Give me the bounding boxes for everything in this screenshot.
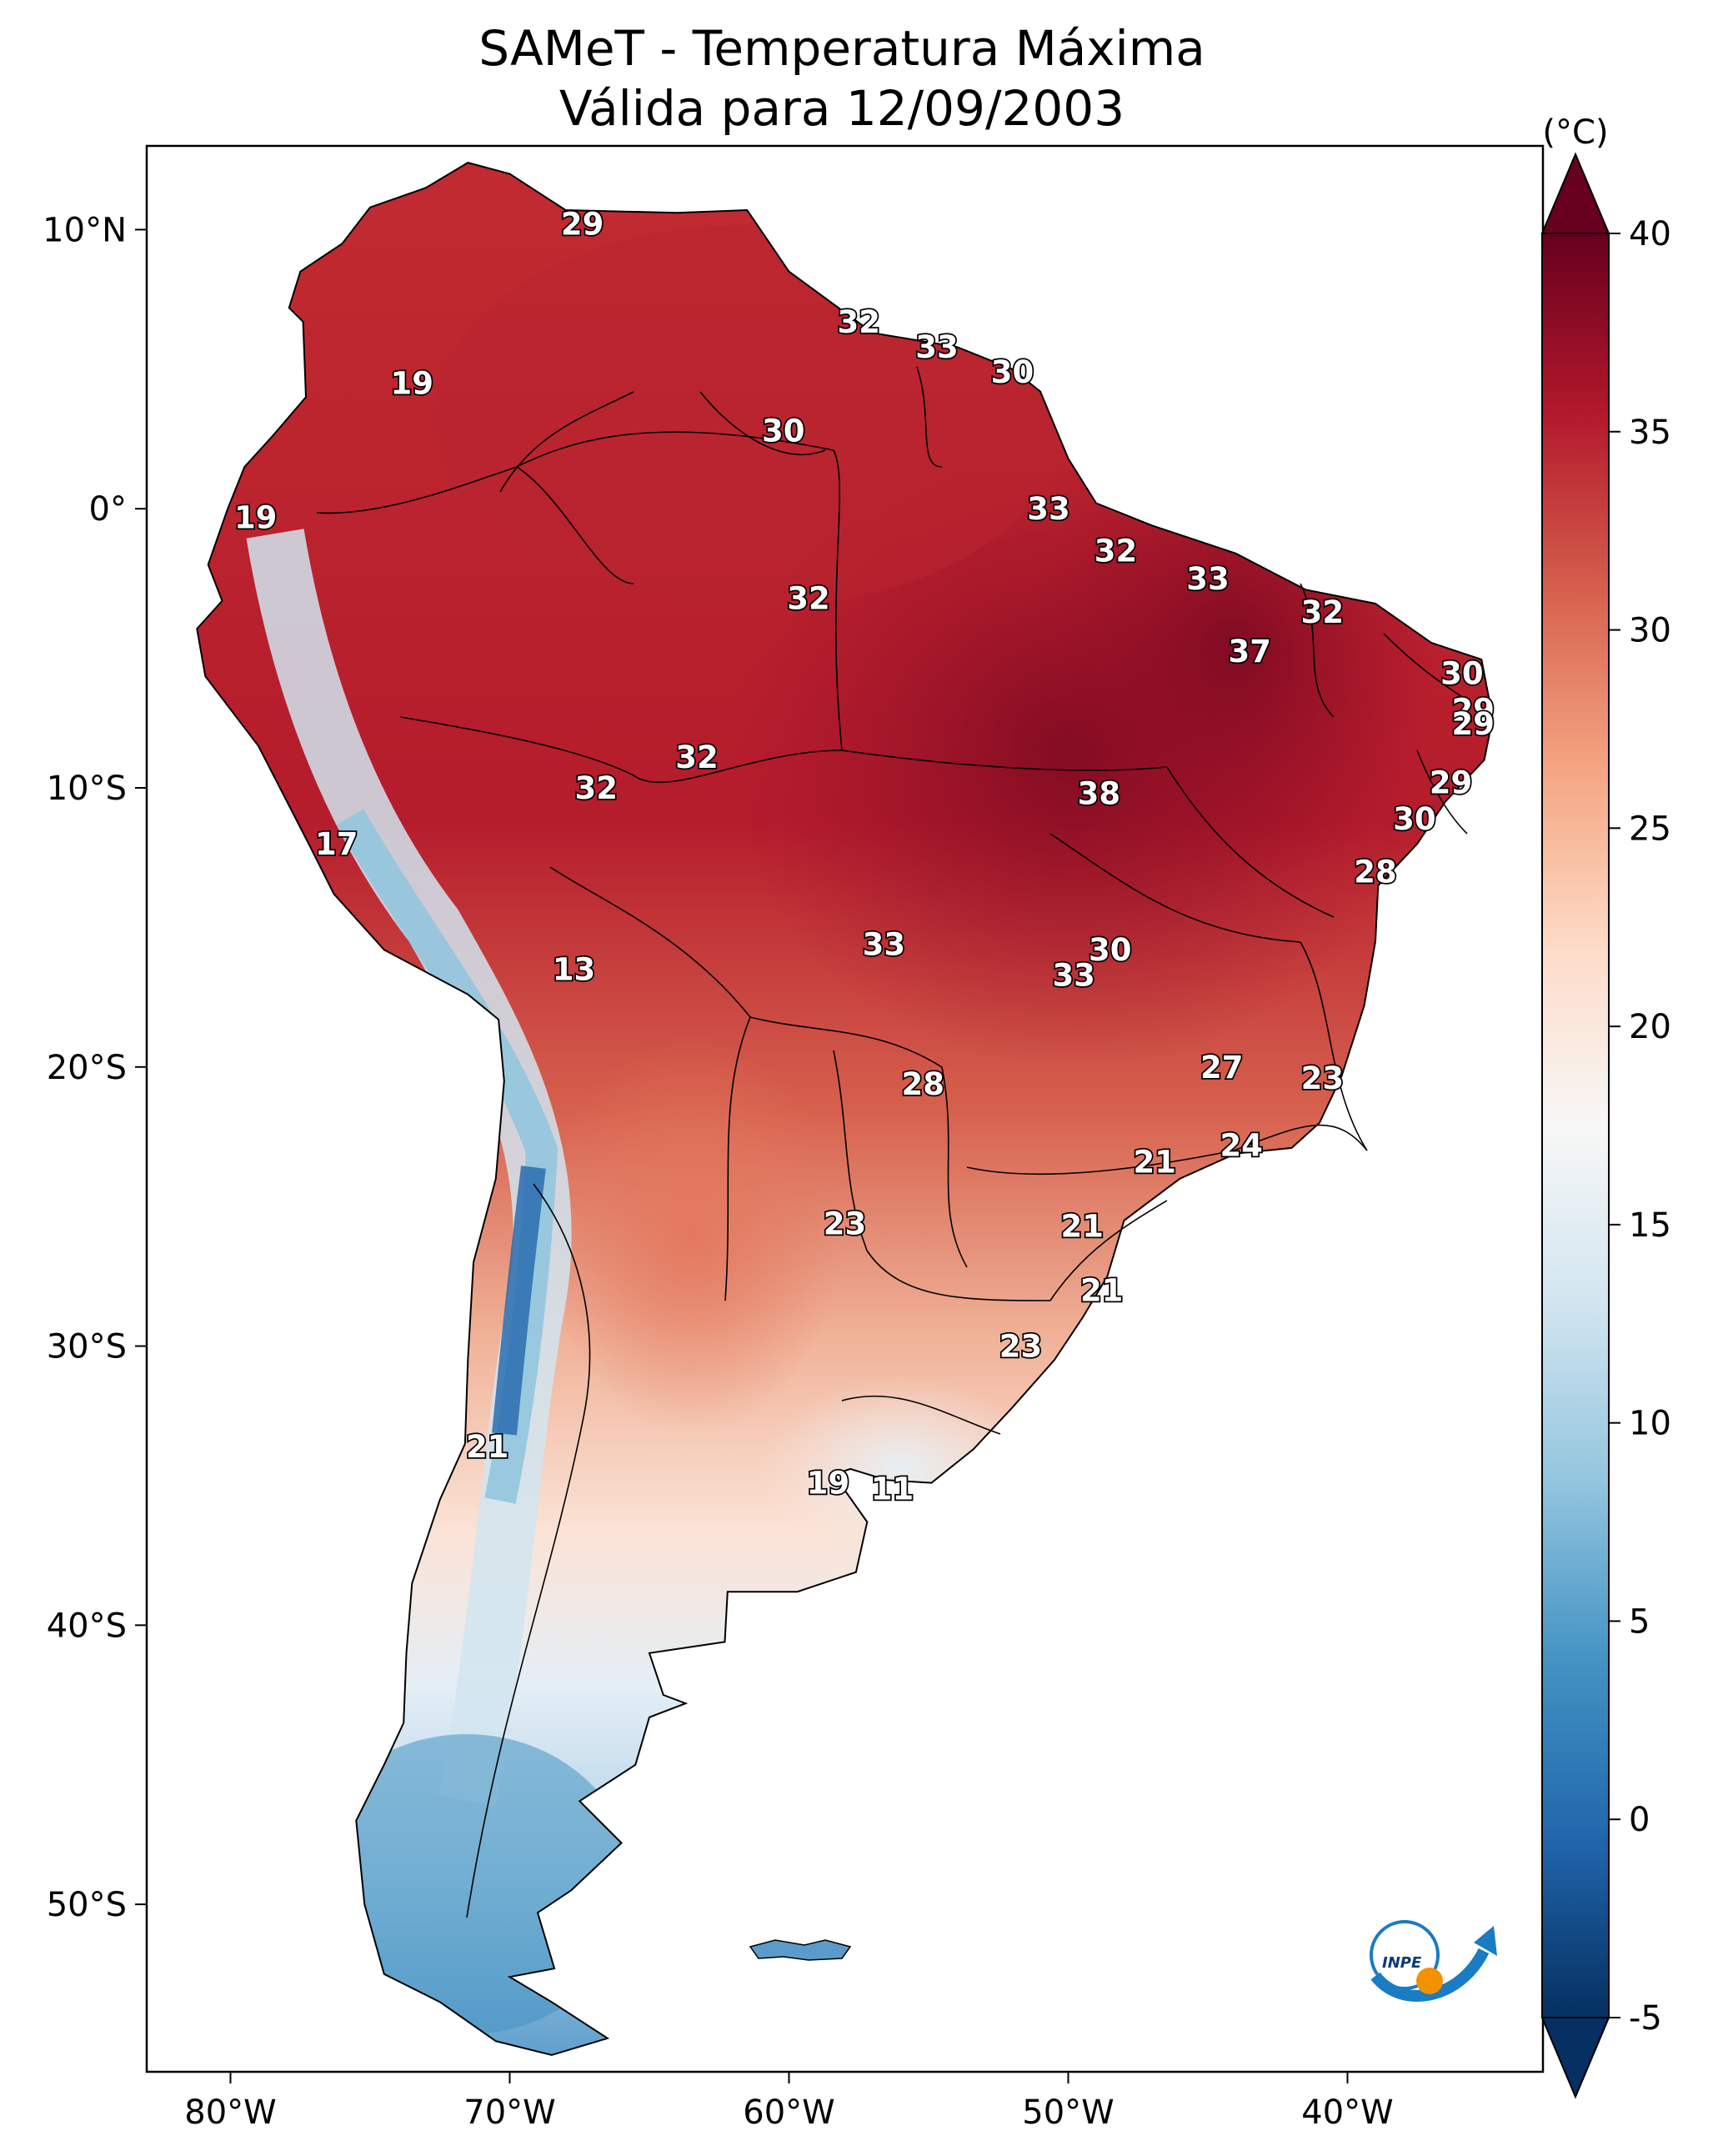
value-label: 27 xyxy=(1200,1050,1244,1086)
colorbar-bottom-extension xyxy=(1540,2017,1610,2099)
colorbar-tick-label: -5 xyxy=(1629,1999,1662,2038)
value-label: 33 xyxy=(1052,957,1095,993)
value-label: 24 xyxy=(1220,1128,1263,1164)
political-borders xyxy=(316,366,1468,1918)
continent-outline xyxy=(196,162,1494,2056)
value-label: 33 xyxy=(1027,491,1070,527)
latitude-tick-label: 10°N xyxy=(43,211,127,249)
latitude-tick-label: 40°S xyxy=(47,1607,127,1645)
value-label: 33 xyxy=(863,927,906,963)
value-label: 30 xyxy=(1089,932,1132,968)
colorbar-gradient xyxy=(1541,233,1610,2018)
value-label: 28 xyxy=(1354,854,1397,890)
value-label: 30 xyxy=(1440,656,1484,692)
inpe-logo: INPE xyxy=(1370,1920,1497,2002)
value-label: 21 xyxy=(466,1429,509,1465)
value-label: 19 xyxy=(234,499,278,535)
value-label: 19 xyxy=(807,1466,850,1502)
value-label: 32 xyxy=(575,770,619,806)
longitude-tick-label: 80°W xyxy=(184,2093,276,2132)
latitude-tick-label: 20°S xyxy=(47,1049,127,1087)
value-label: 29 xyxy=(1452,692,1495,728)
colorbar-tick-label: 10 xyxy=(1629,1405,1671,1443)
value-label: 23 xyxy=(1301,1060,1345,1096)
value-label: 29 xyxy=(1452,706,1495,742)
value-label: 33 xyxy=(1186,561,1230,597)
title-line-1: SAMeT - Temperatura Máxima xyxy=(478,20,1205,77)
value-label: 32 xyxy=(1094,533,1138,569)
longitude-tick-label: 40°W xyxy=(1301,2093,1393,2132)
value-label: 38 xyxy=(1078,776,1121,812)
value-label: 30 xyxy=(991,354,1034,390)
value-label: 32 xyxy=(787,580,830,616)
value-label: 13 xyxy=(553,952,596,988)
latitude-tick-label: 10°S xyxy=(47,770,127,808)
value-label: 23 xyxy=(824,1206,867,1241)
value-label: 29 xyxy=(1430,765,1473,800)
title-line-2: Válida para 12/09/2003 xyxy=(559,80,1124,137)
colorbar-tick-label: 5 xyxy=(1629,1602,1650,1641)
value-label: 32 xyxy=(838,304,881,340)
colorbar: (°C) 40 35 30 25 20 15 10 5 0 -5 xyxy=(1540,113,1671,2099)
value-label: 28 xyxy=(902,1066,945,1102)
value-label: 29 xyxy=(561,207,604,243)
inpe-logo-text: INPE xyxy=(1382,1954,1422,1972)
longitude-tick-label: 60°W xyxy=(743,2093,834,2132)
falkland-islands xyxy=(749,1939,852,1961)
latitude-tick-label: 0° xyxy=(89,490,127,529)
value-label: 19 xyxy=(391,366,434,402)
value-label: 37 xyxy=(1229,634,1272,669)
colorbar-tick-label: 30 xyxy=(1629,612,1671,650)
longitude-tick-label: 70°W xyxy=(463,2093,555,2132)
value-label: 32 xyxy=(1301,594,1345,630)
colorbar-top-extension xyxy=(1540,152,1610,234)
colorbar-tick-label: 35 xyxy=(1629,414,1671,452)
latitude-tick-label: 50°S xyxy=(47,1886,127,1924)
colorbar-tick-label: 20 xyxy=(1629,1008,1671,1046)
colorbar-ticks: 40 35 30 25 20 15 10 5 0 -5 xyxy=(1609,215,1671,2038)
colorbar-tick-label: 0 xyxy=(1629,1801,1650,1839)
value-label: 11 xyxy=(871,1471,914,1507)
value-label: 30 xyxy=(1393,801,1436,837)
colorbar-unit-label: (°C) xyxy=(1542,113,1608,152)
value-label: 33 xyxy=(915,329,959,365)
colorbar-tick-label: 25 xyxy=(1629,810,1671,848)
value-label: 21 xyxy=(1080,1273,1124,1309)
colorbar-tick-label: 15 xyxy=(1629,1206,1671,1245)
value-label: 21 xyxy=(1134,1145,1177,1181)
latitude-tick-label: 30°S xyxy=(47,1328,127,1366)
value-label: 23 xyxy=(999,1329,1043,1365)
value-label: 32 xyxy=(675,740,719,775)
longitude-axis: 80°W 70°W 60°W 50°W 40°W xyxy=(184,2072,1394,2132)
value-label: 17 xyxy=(315,826,358,862)
value-label: 21 xyxy=(1061,1209,1104,1245)
latitude-axis: 10°N 0° 10°S 20°S 30°S 40°S 50°S xyxy=(43,211,147,1924)
value-label: 30 xyxy=(762,414,805,449)
colorbar-tick-label: 40 xyxy=(1629,215,1671,253)
longitude-tick-label: 50°W xyxy=(1022,2093,1114,2132)
